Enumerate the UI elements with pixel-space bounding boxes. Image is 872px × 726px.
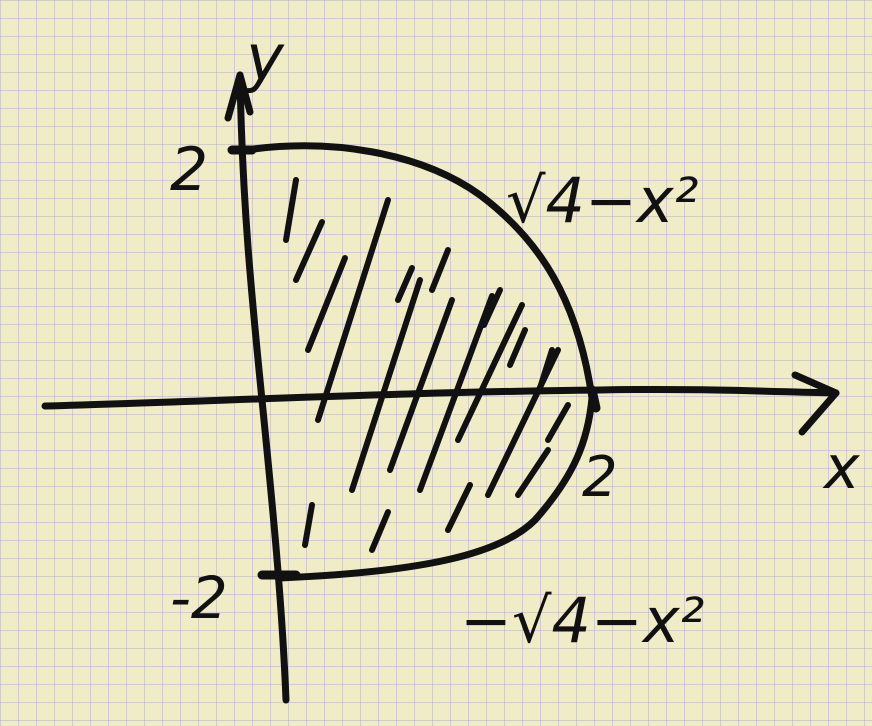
hatch-line [481, 287, 503, 328]
hatch-line [305, 255, 348, 353]
region-hatching [283, 177, 571, 553]
x-axis [41, 385, 840, 410]
hatch-line [445, 482, 473, 533]
hatch-line [455, 302, 525, 443]
hatch-line [429, 247, 451, 293]
upper-curve-label: √4−x² [506, 164, 698, 237]
hatch-line [293, 219, 325, 283]
hatch-line [349, 277, 423, 493]
hatch-line [515, 447, 551, 498]
x-tick-label-2: 2 [582, 445, 618, 510]
hatch-line [545, 402, 571, 443]
upper-semicircle-curve [242, 142, 596, 402]
hatch-line [283, 177, 299, 243]
y-tick-label-neg2: -2 [170, 564, 228, 632]
hatch-line [395, 265, 415, 303]
hatch-line [537, 347, 555, 391]
x-axis-arrowhead [791, 371, 840, 436]
hatch-line [387, 297, 455, 473]
y-axis [236, 71, 290, 704]
y-axis-arrowhead [224, 71, 254, 122]
hatch-line [369, 509, 391, 553]
hatch-line [315, 197, 391, 423]
hatch-line [417, 293, 495, 493]
lower-curve-label: −√4−x² [460, 584, 704, 657]
hatch-line [302, 502, 315, 548]
hatch-line [507, 327, 528, 368]
y-axis-label: y [244, 22, 285, 96]
lower-semicircle-curve [276, 394, 596, 582]
x-tick-2 [587, 385, 601, 413]
x-axis-label: x [822, 433, 860, 503]
y-tick-label-2: 2 [170, 135, 208, 205]
